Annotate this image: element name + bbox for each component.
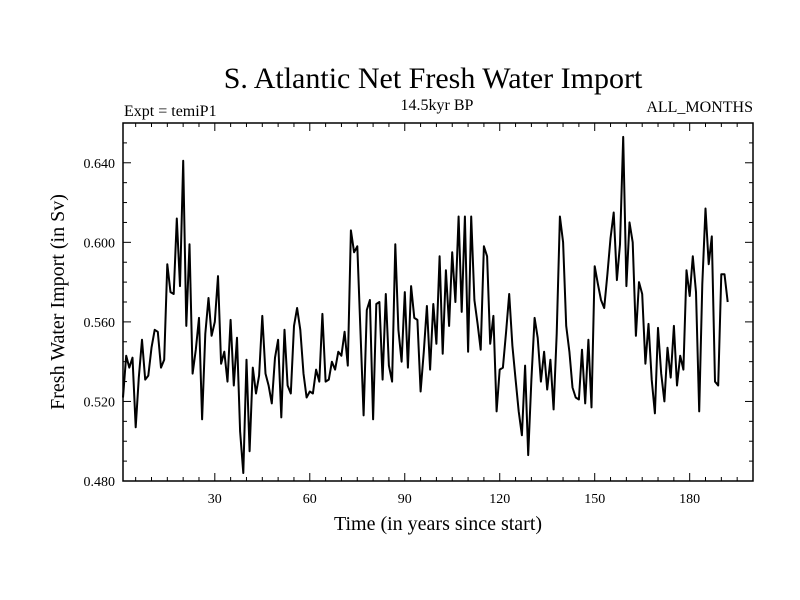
x-tick-label: 90 xyxy=(398,492,412,507)
x-tick-label: 180 xyxy=(679,492,700,507)
y-tick-label: 0.560 xyxy=(84,316,116,331)
x-axis-ticks xyxy=(135,123,738,481)
series-line-fresh-water-import xyxy=(122,135,729,474)
months-label: ALL_MONTHS xyxy=(646,99,753,116)
x-tick-label: 60 xyxy=(303,492,317,507)
x-axis-tick-labels: 30 60 90 120 150 180 xyxy=(208,492,700,507)
y-axis-tick-labels: 0.480 0.520 0.560 0.600 0.640 xyxy=(84,157,116,490)
chart-title: S. Atlantic Net Fresh Water Import xyxy=(224,62,643,95)
x-axis-label: Time (in years since start) xyxy=(334,513,542,535)
x-tick-label: 150 xyxy=(584,492,605,507)
y-tick-label: 0.600 xyxy=(84,236,116,251)
y-tick-label: 0.640 xyxy=(84,157,116,172)
period-label: 14.5kyr BP xyxy=(401,97,474,114)
y-tick-label: 0.480 xyxy=(84,475,116,490)
x-tick-label: 120 xyxy=(489,492,510,507)
experiment-label: Expt = temiP1 xyxy=(124,103,217,120)
y-tick-label: 0.520 xyxy=(84,395,116,410)
plot-frame xyxy=(122,122,754,482)
x-tick-label: 30 xyxy=(208,492,222,507)
y-axis-label: Fresh Water Import (in Sv) xyxy=(47,194,69,410)
